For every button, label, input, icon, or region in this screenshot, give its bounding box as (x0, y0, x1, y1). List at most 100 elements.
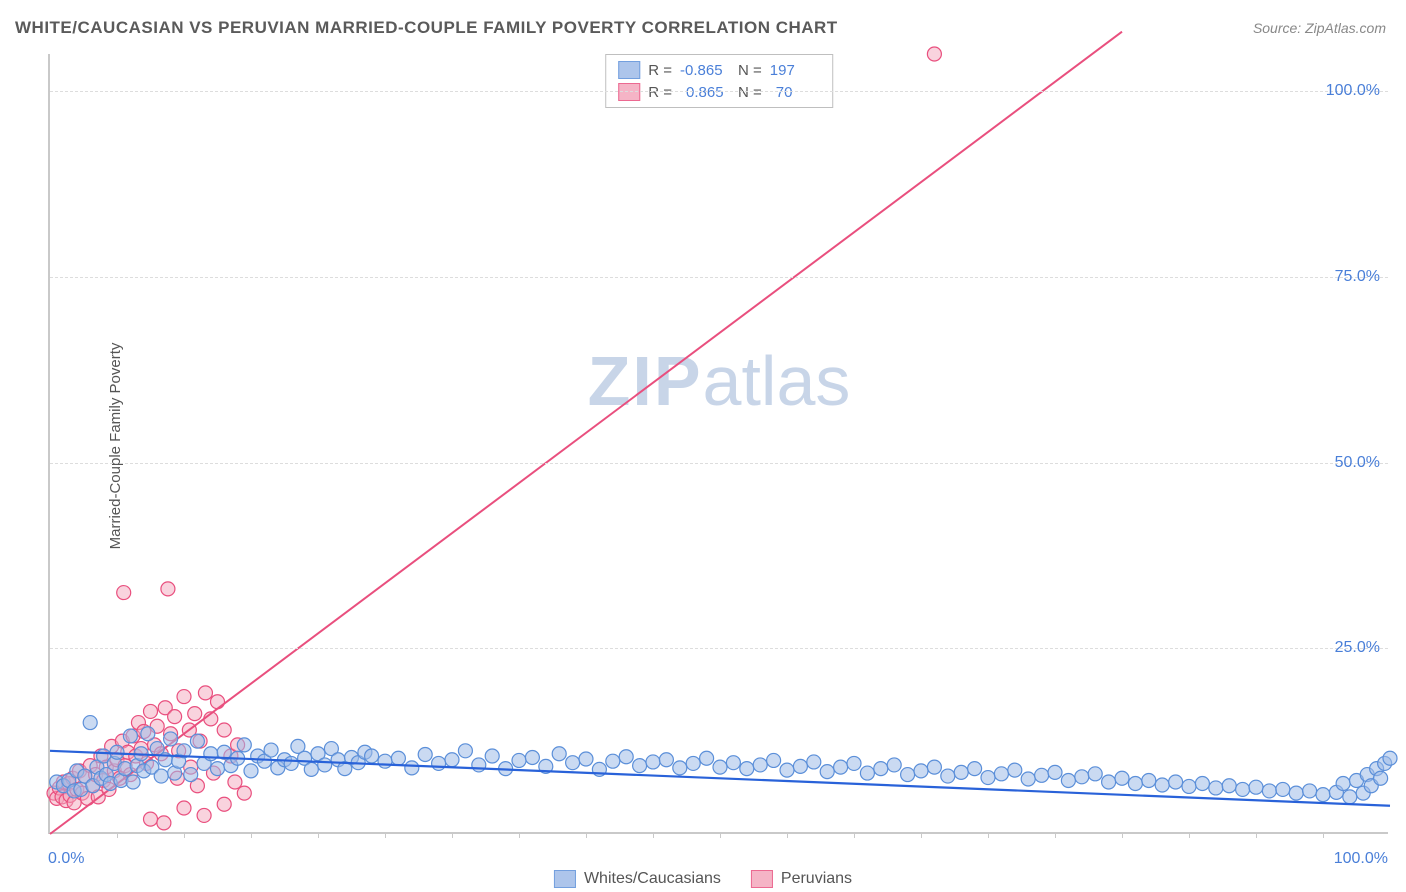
data-point (405, 761, 419, 775)
data-point (1142, 774, 1156, 788)
data-point (927, 47, 941, 61)
data-point (164, 732, 178, 746)
swatch-series1-icon (554, 870, 576, 888)
data-point (237, 738, 251, 752)
x-tick (586, 832, 587, 838)
data-point (1021, 772, 1035, 786)
data-point (365, 749, 379, 763)
legend-series: Whites/Caucasians Peruvians (554, 870, 852, 888)
data-point (619, 750, 633, 764)
data-point (244, 764, 258, 778)
data-point (1249, 780, 1263, 794)
swatch-series2-icon (751, 870, 773, 888)
x-tick (1323, 832, 1324, 838)
r-label: R = (648, 62, 672, 79)
x-tick (385, 832, 386, 838)
y-tick-label: 100.0% (1326, 82, 1380, 100)
data-point (525, 750, 539, 764)
legend-correlation: R = -0.865 N = 197 R = 0.865 N = 70 (605, 54, 833, 108)
data-point (552, 747, 566, 761)
y-tick-label: 75.0% (1335, 268, 1380, 286)
data-point (1195, 776, 1209, 790)
data-point (485, 749, 499, 763)
data-point (217, 723, 231, 737)
data-point (1075, 770, 1089, 784)
data-point (472, 758, 486, 772)
data-point (981, 771, 995, 785)
gridline (50, 91, 1388, 92)
data-point (566, 756, 580, 770)
data-point (1262, 784, 1276, 798)
data-point (264, 743, 278, 757)
data-point (901, 768, 915, 782)
data-point (177, 690, 191, 704)
legend-row-series1: R = -0.865 N = 197 (618, 59, 820, 81)
data-point (579, 752, 593, 766)
source-attribution: Source: ZipAtlas.com (1253, 20, 1386, 36)
x-axis-min-label: 0.0% (48, 850, 84, 868)
data-point (177, 801, 191, 815)
x-tick (452, 832, 453, 838)
data-point (633, 759, 647, 773)
source-name: ZipAtlas.com (1305, 20, 1386, 36)
data-point (1155, 778, 1169, 792)
x-tick (921, 832, 922, 838)
data-point (126, 775, 140, 789)
data-point (1316, 788, 1330, 802)
data-point (968, 762, 982, 776)
plot-area: ZIPatlas R = -0.865 N = 197 R = 0.865 N … (48, 54, 1388, 834)
data-point (1061, 774, 1075, 788)
data-point (154, 769, 168, 783)
data-point (807, 755, 821, 769)
data-point (378, 754, 392, 768)
data-point (168, 710, 182, 724)
data-point (157, 816, 171, 830)
data-point (432, 756, 446, 770)
data-point (874, 762, 888, 776)
data-point (458, 744, 472, 758)
data-point (700, 751, 714, 765)
data-point (1343, 790, 1357, 804)
legend-item-series2: Peruvians (751, 870, 852, 888)
chart-title: WHITE/CAUCASIAN VS PERUVIAN MARRIED-COUP… (15, 18, 838, 38)
data-point (284, 756, 298, 770)
trend-line (50, 32, 1122, 834)
data-point (1289, 786, 1303, 800)
n-value-series1: 197 (770, 62, 820, 79)
x-tick (653, 832, 654, 838)
x-tick (1189, 832, 1190, 838)
data-point (184, 768, 198, 782)
data-point (1383, 751, 1397, 765)
data-point (1336, 776, 1350, 790)
data-point (713, 760, 727, 774)
x-tick (854, 832, 855, 838)
data-point (1088, 767, 1102, 781)
data-point (188, 707, 202, 721)
data-point (673, 761, 687, 775)
data-point (190, 734, 204, 748)
x-axis-max-label: 100.0% (1334, 850, 1388, 868)
gridline (50, 277, 1388, 278)
data-point (512, 753, 526, 767)
data-point (780, 763, 794, 777)
data-point (197, 808, 211, 822)
data-point (117, 586, 131, 600)
data-point (1236, 782, 1250, 796)
data-point (391, 751, 405, 765)
data-point (318, 758, 332, 772)
data-point (793, 759, 807, 773)
data-point (1222, 779, 1236, 793)
data-point (123, 729, 137, 743)
data-point (847, 756, 861, 770)
data-point (1303, 784, 1317, 798)
data-point (941, 769, 955, 783)
source-label: Source: (1253, 20, 1305, 36)
data-point (161, 582, 175, 596)
data-point (1209, 781, 1223, 795)
data-point (1102, 775, 1116, 789)
data-point (834, 760, 848, 774)
x-tick (1055, 832, 1056, 838)
data-point (1182, 779, 1196, 793)
data-point (228, 775, 242, 789)
data-point (141, 727, 155, 741)
